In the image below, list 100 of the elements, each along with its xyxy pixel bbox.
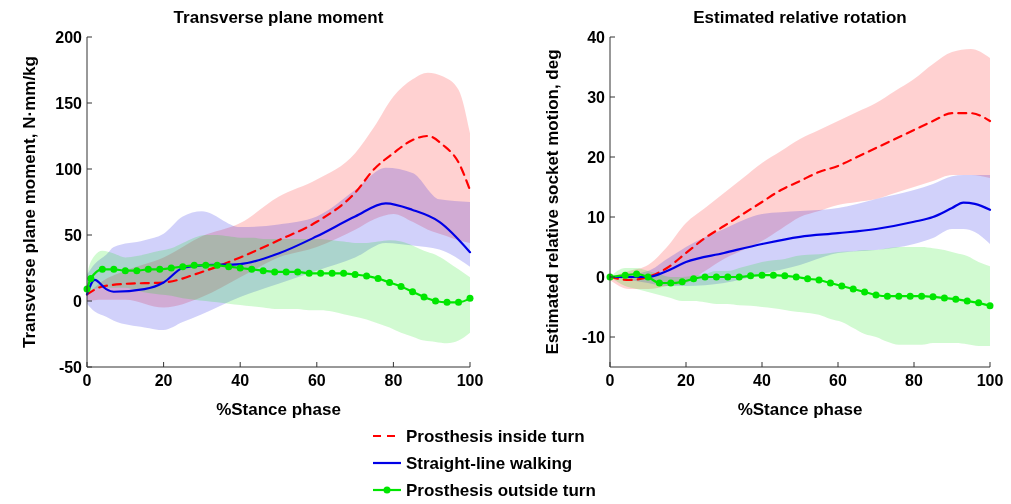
point xyxy=(769,271,777,279)
point xyxy=(179,263,187,271)
point xyxy=(655,279,663,287)
point xyxy=(363,272,371,280)
point xyxy=(667,279,675,287)
point xyxy=(895,292,903,300)
point xyxy=(838,282,846,290)
y-tick-label: 10 xyxy=(587,208,606,226)
y-tick-label: 40 xyxy=(587,28,606,46)
point xyxy=(678,278,686,286)
chart-title: Estimated relative rotation xyxy=(693,8,907,27)
y-tick-label: 200 xyxy=(55,28,83,46)
x-tick-label: 60 xyxy=(307,372,326,389)
y-axis-title: Transverse plane moment, N·mm/kg xyxy=(20,56,39,348)
y-tick-label: 0 xyxy=(596,268,606,286)
x-axis-title: %Stance phase xyxy=(737,400,863,419)
point xyxy=(294,268,302,276)
point xyxy=(202,261,210,269)
point xyxy=(317,269,325,277)
point xyxy=(110,265,118,273)
point xyxy=(455,298,463,306)
x-tick-label: 80 xyxy=(905,372,923,389)
point xyxy=(248,265,256,273)
y-tick-label: 50 xyxy=(64,226,83,244)
point xyxy=(271,268,279,276)
point xyxy=(918,292,926,300)
x-axis-title: %Stance phase xyxy=(216,400,341,419)
point xyxy=(986,302,994,310)
x-tick-label: 100 xyxy=(976,372,1004,389)
point xyxy=(443,298,451,306)
x-tick-label: 60 xyxy=(829,372,847,389)
point xyxy=(815,276,823,284)
y-tick-label: 30 xyxy=(587,88,606,106)
point xyxy=(144,265,152,273)
point xyxy=(225,263,233,271)
x-tick-label: 80 xyxy=(384,372,403,389)
point xyxy=(121,267,129,275)
point xyxy=(929,293,937,301)
x-tick-label: 40 xyxy=(231,372,250,389)
point xyxy=(701,273,709,281)
chart-title: Transverse plane moment xyxy=(173,8,384,27)
legend-label: Prosthesis outside turn xyxy=(406,480,596,500)
point xyxy=(826,279,834,287)
point xyxy=(87,275,95,283)
point xyxy=(167,264,175,272)
point xyxy=(804,275,812,283)
y-tick-label: -10 xyxy=(581,328,606,346)
y-tick-label: 0 xyxy=(73,292,83,310)
point xyxy=(849,285,857,293)
legend-label: Straight-line walking xyxy=(406,453,573,473)
point xyxy=(883,292,891,300)
point xyxy=(712,273,720,281)
point xyxy=(861,288,869,296)
y-axis-title: Estimated relative socket motion, deg xyxy=(543,49,562,355)
y-tick-label: 150 xyxy=(55,94,83,112)
point xyxy=(906,292,914,300)
point xyxy=(747,272,755,280)
point xyxy=(963,297,971,305)
x-tick-label: 20 xyxy=(154,372,173,389)
x-tick-label: 40 xyxy=(753,372,771,389)
y-tick-label: 100 xyxy=(55,160,83,178)
legend-label: Prosthesis inside turn xyxy=(406,426,585,446)
y-tick-label: -50 xyxy=(58,358,83,376)
point xyxy=(305,269,313,277)
point xyxy=(98,265,106,273)
point xyxy=(758,271,766,279)
point xyxy=(190,261,198,269)
point xyxy=(386,279,394,287)
point xyxy=(633,270,641,278)
point xyxy=(409,288,417,296)
point xyxy=(133,267,141,275)
point xyxy=(156,265,164,273)
point xyxy=(975,299,983,307)
point xyxy=(466,294,474,302)
point xyxy=(872,291,880,299)
point xyxy=(724,273,732,281)
point xyxy=(621,271,629,279)
line-series xyxy=(85,202,472,296)
point xyxy=(213,261,221,269)
point xyxy=(940,294,948,302)
point xyxy=(259,267,267,275)
point xyxy=(735,273,743,281)
point xyxy=(420,293,428,301)
point xyxy=(374,275,382,283)
point xyxy=(952,295,960,303)
point xyxy=(792,273,800,281)
point xyxy=(340,269,348,277)
point xyxy=(644,273,652,281)
x-tick-label: 20 xyxy=(677,372,695,389)
point xyxy=(690,275,698,283)
point xyxy=(236,264,244,272)
point xyxy=(282,268,290,276)
line-series xyxy=(85,134,472,296)
y-tick-label: 20 xyxy=(587,148,606,166)
point xyxy=(781,272,789,280)
point xyxy=(397,282,405,290)
point xyxy=(351,271,359,279)
x-tick-label: 100 xyxy=(456,372,484,389)
point xyxy=(432,297,440,305)
point xyxy=(328,269,336,277)
